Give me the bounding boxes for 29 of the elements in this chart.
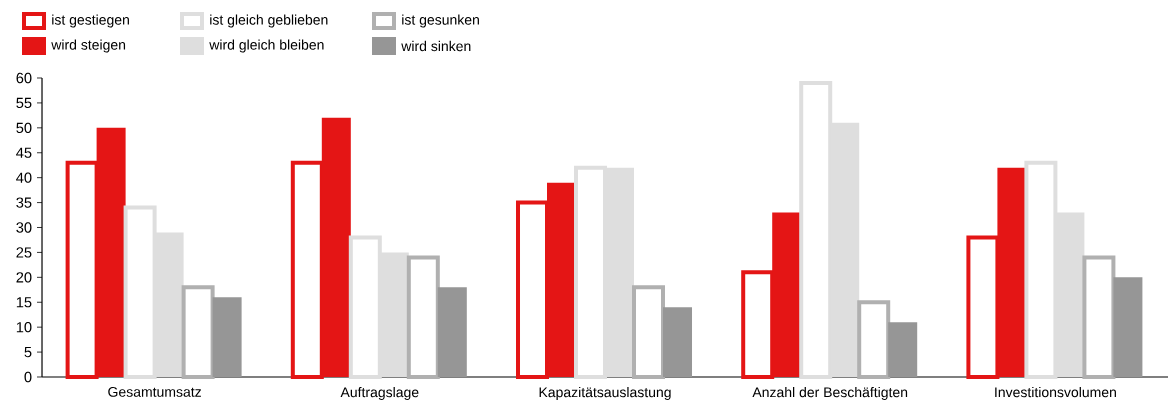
- y-tick-label: 40: [16, 172, 32, 183]
- y-tick-label: 50: [16, 122, 32, 134]
- x-tick-label: Kapazitätsauslastung: [539, 386, 671, 400]
- y-tick-label: 35: [16, 197, 32, 208]
- y-tick-label: 60: [16, 72, 32, 84]
- y-tick-label: 20: [16, 272, 32, 283]
- bar: [212, 297, 242, 377]
- legend-label: ist gesunken: [402, 14, 479, 28]
- y-tick-label: 10: [16, 321, 32, 333]
- bar: [437, 287, 467, 377]
- legend-label: ist gestiegen: [52, 14, 129, 28]
- legend-label: ist gleich geblieben: [210, 14, 328, 28]
- x-tick-label: Anzahl der Beschäftigten: [752, 386, 908, 400]
- legend-label: wird sinken: [401, 40, 471, 52]
- y-tick-label: 55: [16, 97, 32, 109]
- y-tick-label: 30: [16, 222, 32, 233]
- bar: [888, 322, 918, 377]
- y-tick-label: 0: [24, 371, 32, 383]
- y-tick-label: 25: [16, 247, 32, 258]
- bar: [1113, 277, 1143, 377]
- y-tick-label: 5: [24, 346, 32, 358]
- legend-label: wird steigen: [51, 39, 126, 53]
- y-tick-label: 15: [16, 297, 32, 308]
- x-tick-label: Gesamtumsatz: [108, 386, 201, 397]
- x-tick-label: Investitionsvolumen: [995, 386, 1116, 398]
- x-tick-label: Auftragslage: [340, 386, 419, 400]
- bar: [663, 307, 693, 377]
- legend-label: wird gleich bleiben: [209, 39, 324, 53]
- y-tick-label: 45: [16, 147, 32, 158]
